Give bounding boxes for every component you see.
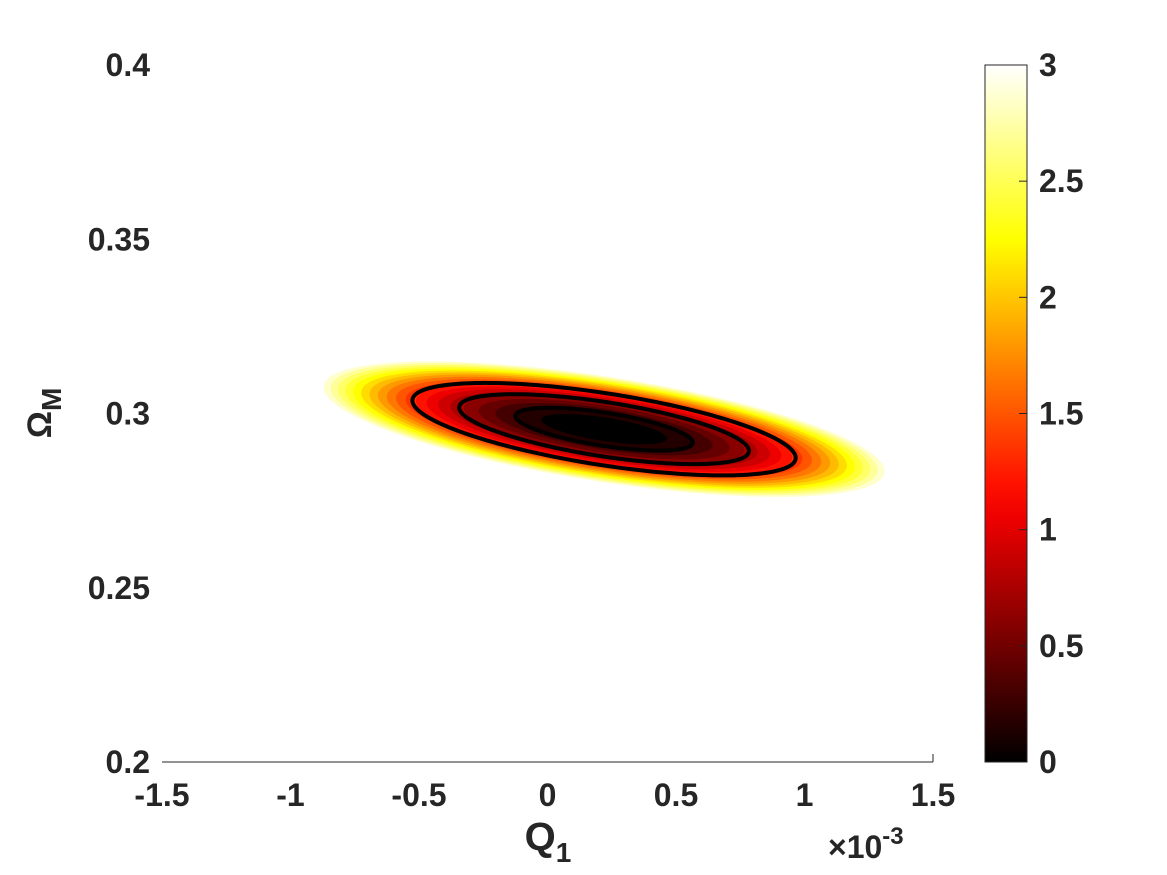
fill-band <box>541 414 667 445</box>
x-axis-ticks: -1.5 -1 -0.5 0 0.5 1 1.5 <box>134 777 955 813</box>
y-axis-ticks: 0.2 0.25 0.3 0.35 0.4 <box>88 47 150 780</box>
y-tick-label: 0.2 <box>106 744 150 780</box>
x-tick-label: -0.5 <box>391 777 446 813</box>
colorbar-tick-label: 2.5 <box>1039 163 1083 199</box>
contour-lines <box>410 380 798 478</box>
x-tick-label: 0.5 <box>654 777 698 813</box>
colorbar-tick-label: 3 <box>1039 47 1057 83</box>
colorbar-tick-label: 2 <box>1039 279 1057 315</box>
y-tick-label: 0.4 <box>106 47 151 83</box>
axes <box>162 754 934 763</box>
x-tick-label: 1.5 <box>911 777 955 813</box>
colorbar-tick-label: 1 <box>1039 512 1057 548</box>
y-axis-label: ΩM <box>21 388 67 439</box>
x-tick-label: 1 <box>796 777 814 813</box>
y-tick-label: 0.3 <box>106 396 150 432</box>
x-tick-label: -1.5 <box>134 777 189 813</box>
x-tick-label: -1 <box>276 777 304 813</box>
contour-line <box>513 405 695 453</box>
colorbar-tick-label: 0.5 <box>1039 628 1083 664</box>
x-tick-label: 0 <box>539 777 557 813</box>
colorbar-ticks: 0 0.5 1 1.5 2 2.5 3 <box>1019 47 1083 780</box>
colorbar-tick-label: 0 <box>1039 744 1057 780</box>
contour-line <box>457 392 751 467</box>
y-tick-label: 0.35 <box>88 221 150 257</box>
contour-line <box>410 380 798 478</box>
colorbar-tick-label: 1.5 <box>1039 396 1083 432</box>
x-axis-multiplier: ×10-3 <box>828 823 904 865</box>
y-tick-label: 0.25 <box>88 570 150 606</box>
x-axis-label: Q1 <box>525 815 572 868</box>
